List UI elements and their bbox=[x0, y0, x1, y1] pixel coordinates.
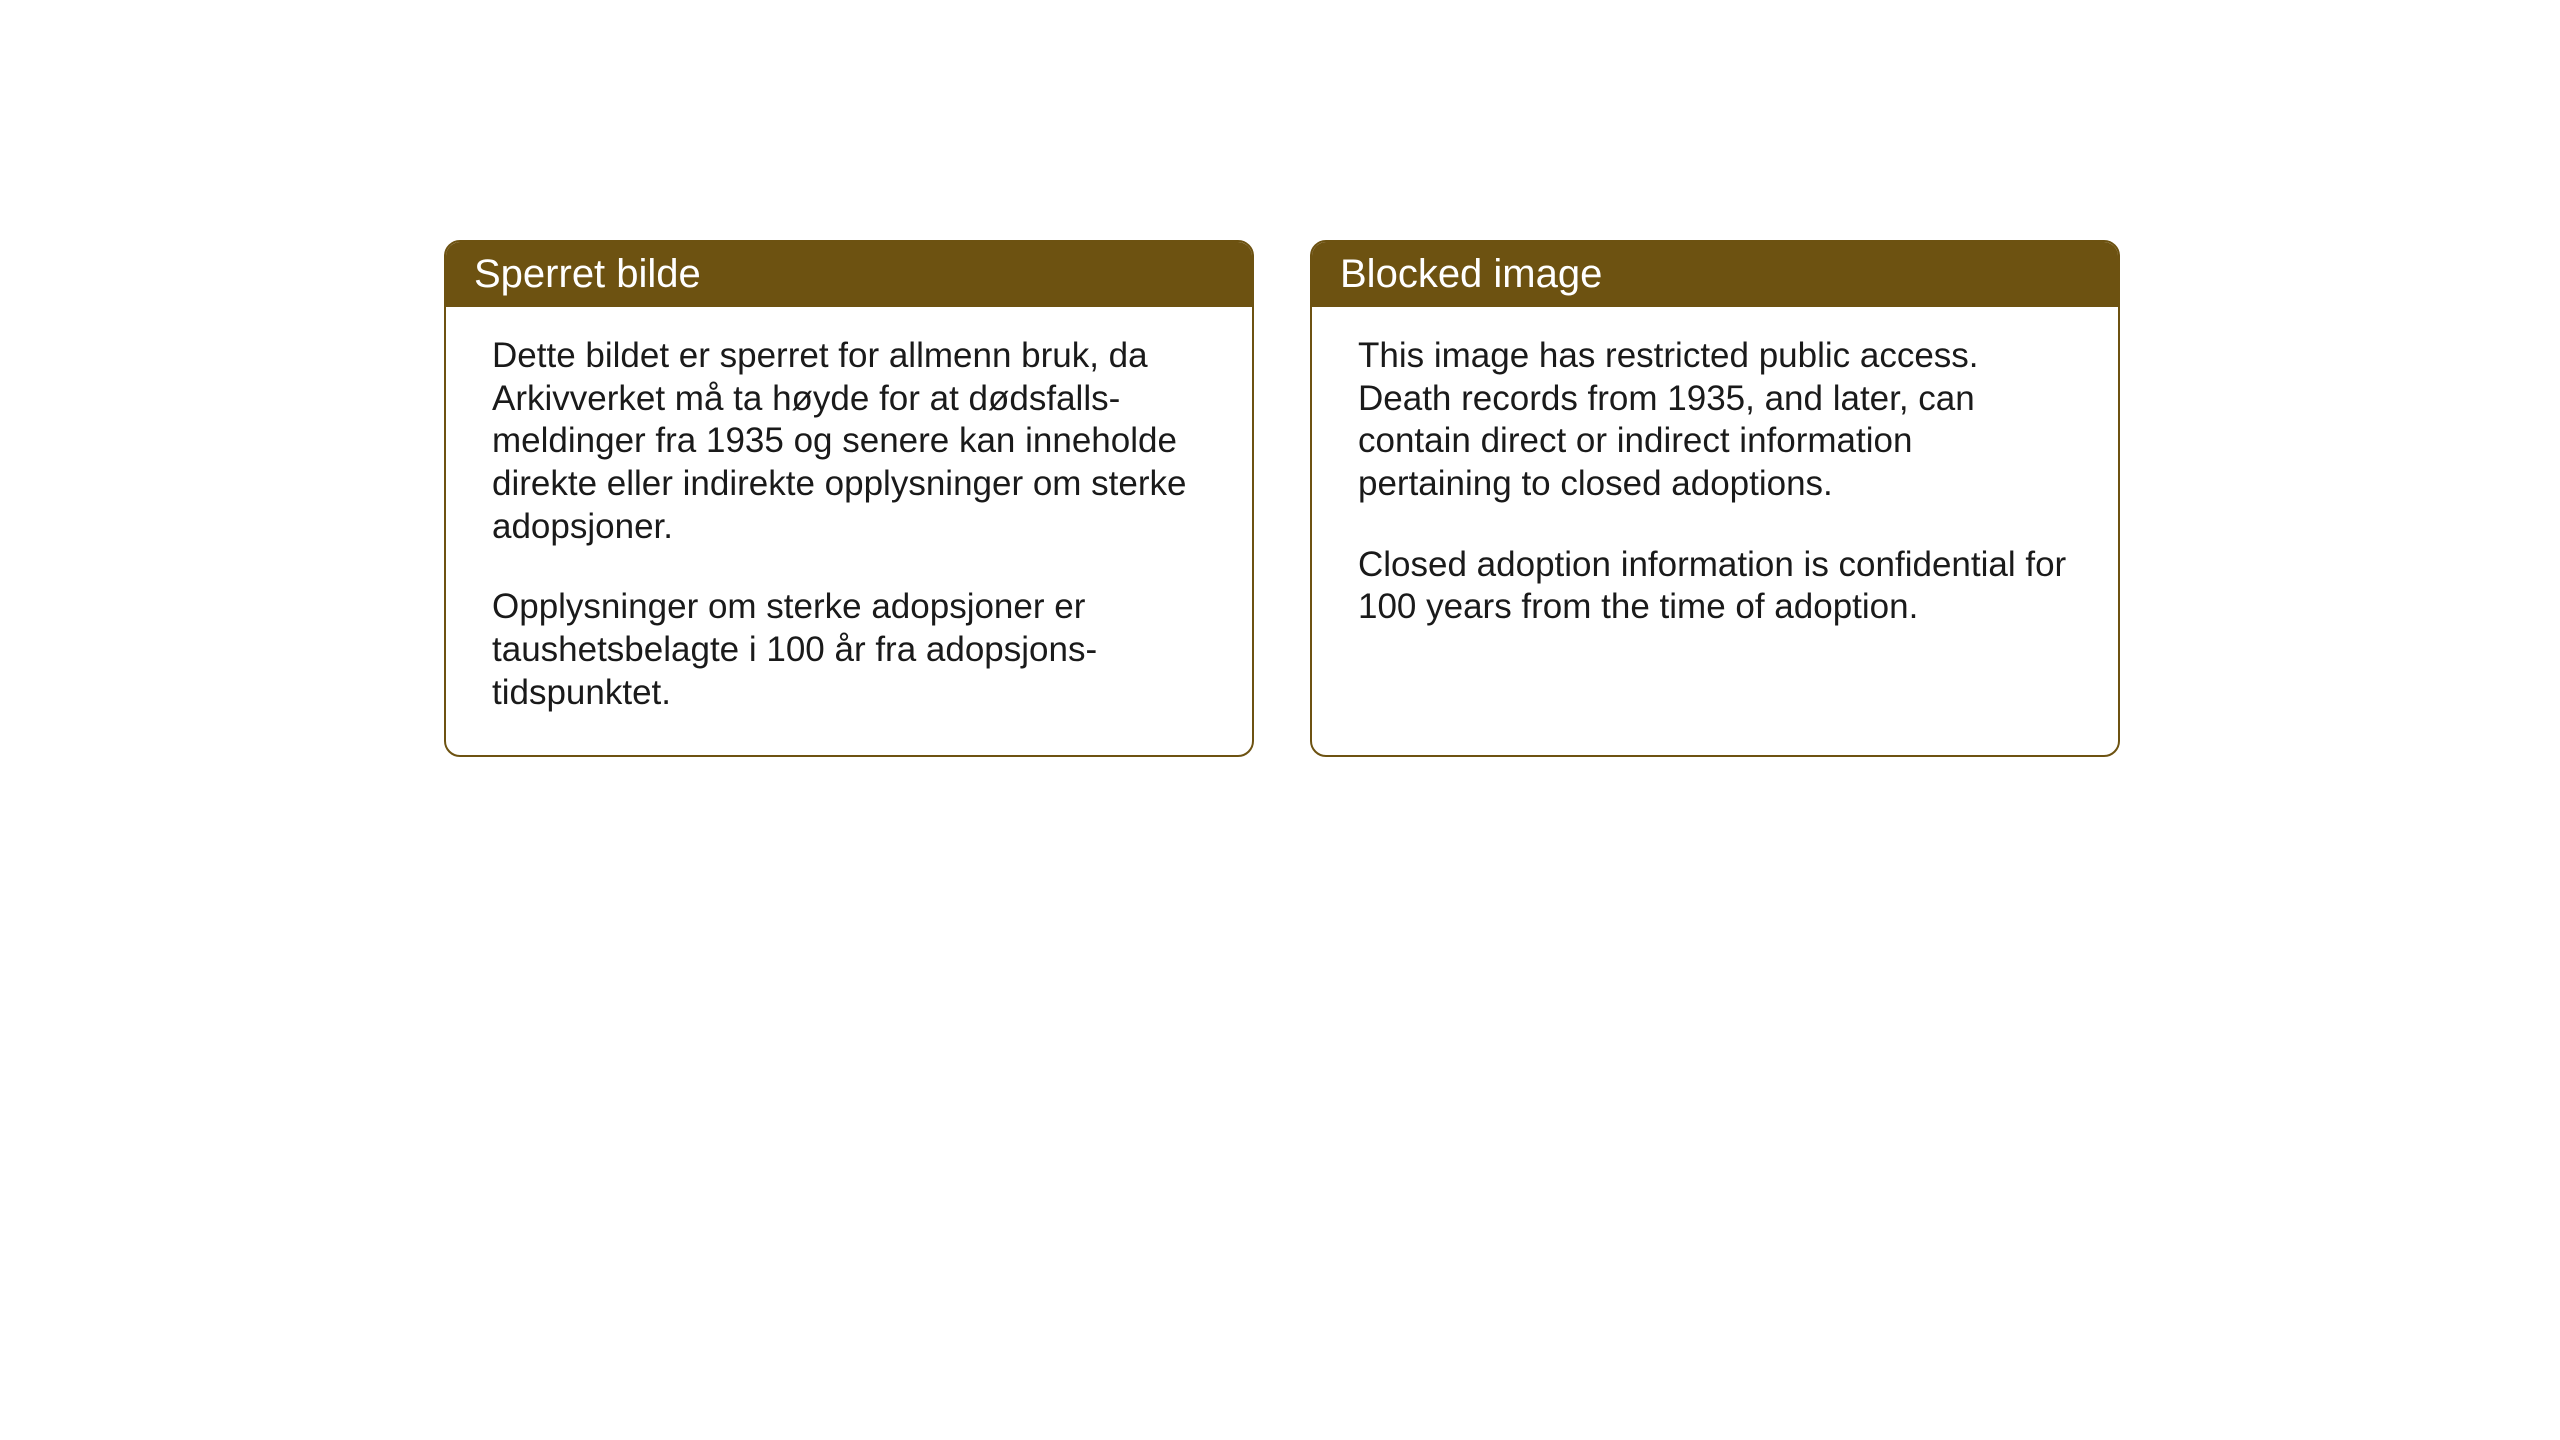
norwegian-notice-card: Sperret bilde Dette bildet er sperret fo… bbox=[444, 240, 1254, 757]
english-card-body: This image has restricted public access.… bbox=[1312, 307, 2118, 737]
english-paragraph-2: Closed adoption information is confident… bbox=[1358, 544, 2072, 629]
english-card-title: Blocked image bbox=[1312, 242, 2118, 307]
norwegian-paragraph-2: Opplysninger om sterke adopsjoner er tau… bbox=[492, 586, 1206, 714]
norwegian-card-body: Dette bildet er sperret for allmenn bruk… bbox=[446, 307, 1252, 755]
norwegian-paragraph-1: Dette bildet er sperret for allmenn bruk… bbox=[492, 335, 1206, 548]
norwegian-card-title: Sperret bilde bbox=[446, 242, 1252, 307]
notice-container: Sperret bilde Dette bildet er sperret fo… bbox=[444, 240, 2120, 757]
english-paragraph-1: This image has restricted public access.… bbox=[1358, 335, 2072, 506]
english-notice-card: Blocked image This image has restricted … bbox=[1310, 240, 2120, 757]
